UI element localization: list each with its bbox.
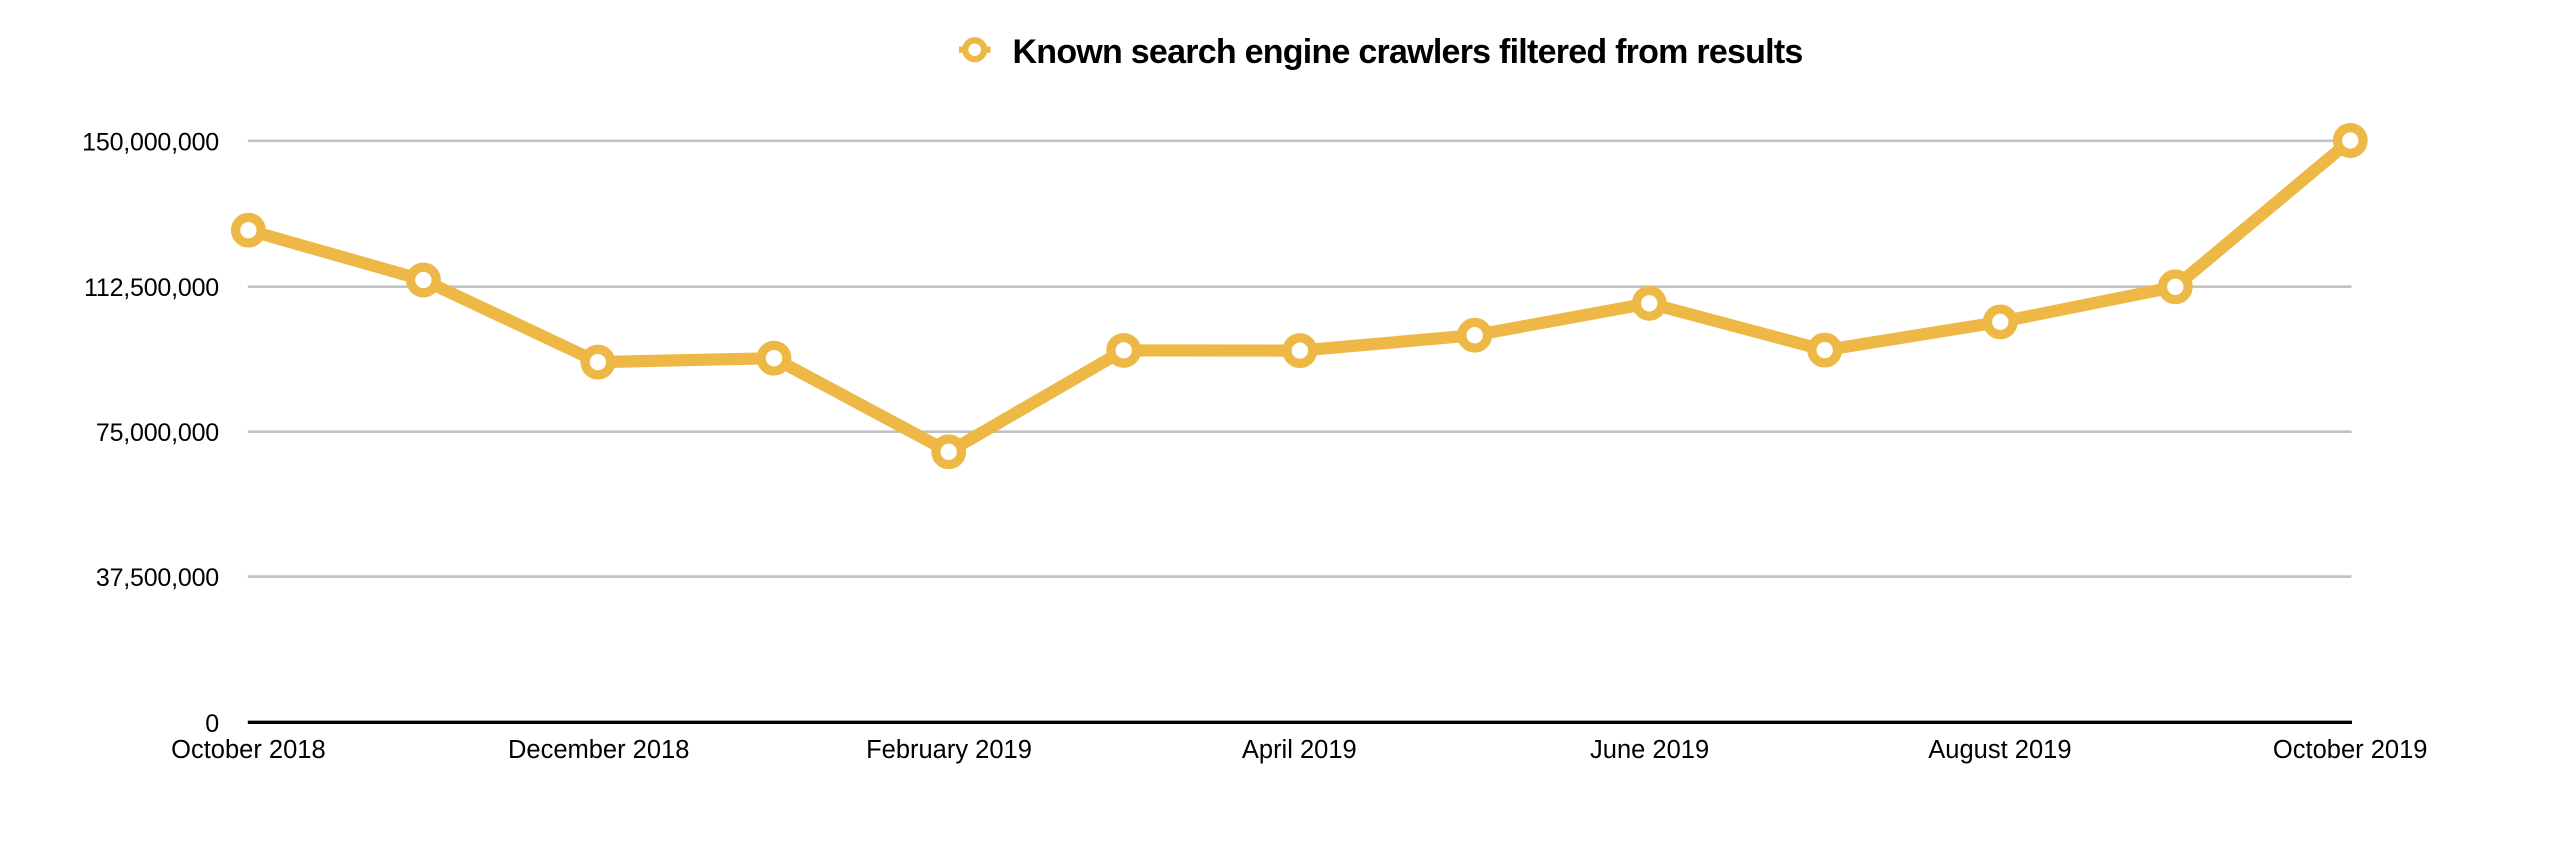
- svg-text:August 2019: August 2019: [1928, 736, 2071, 764]
- svg-text:October 2019: October 2019: [2273, 736, 2428, 764]
- svg-text:0: 0: [205, 710, 219, 738]
- svg-text:February 2019: February 2019: [866, 736, 1032, 764]
- svg-text:75,000,000: 75,000,000: [96, 419, 219, 447]
- svg-text:April 2019: April 2019: [1242, 736, 1357, 764]
- svg-text:150,000,000: 150,000,000: [82, 128, 219, 156]
- svg-text:112,500,000: 112,500,000: [84, 274, 219, 302]
- svg-text:October 2018: October 2018: [171, 736, 326, 764]
- svg-text:Known search engine crawlers f: Known search engine crawlers filtered fr…: [1013, 33, 1803, 71]
- svg-text:June 2019: June 2019: [1590, 736, 1709, 764]
- svg-text:37,500,000: 37,500,000: [96, 564, 219, 592]
- svg-text:December 2018: December 2018: [508, 736, 689, 764]
